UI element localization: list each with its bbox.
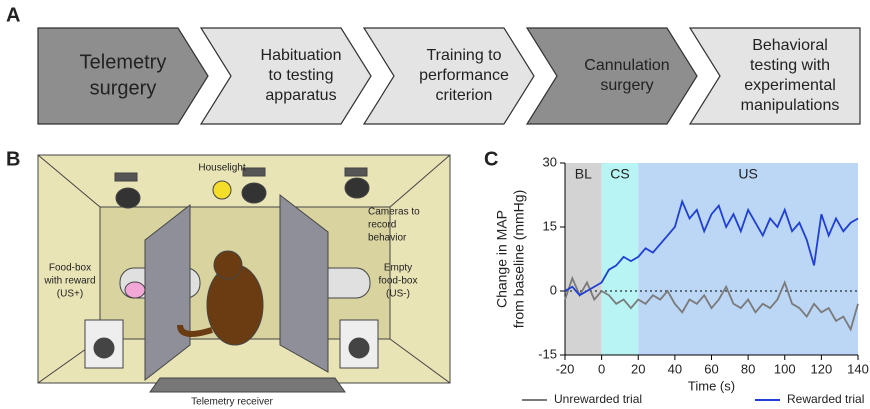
legend-label: Rewarded trial [787,392,864,406]
x-tick-label: 60 [704,361,718,376]
step-text: criterion [436,87,493,104]
phase-label: US [738,166,757,182]
step-text: to testing [269,67,334,84]
x-tick-label: 100 [774,361,796,376]
step-text: experimental [744,77,836,94]
x-axis-label: Time (s) [688,378,735,393]
step-text: surgery [600,77,653,94]
diagram-label: Empty [384,263,412,274]
y-axis-label: Change in MAP [494,210,510,308]
x-tick-label: 0 [598,361,605,376]
panel-label: A [6,4,20,26]
panel-label: C [484,148,498,170]
step-chevron [38,28,208,124]
diagram-label: behavior [368,233,407,244]
phase-label: BL [575,166,592,182]
step-chevron [527,28,697,124]
step-text: surgery [90,77,157,99]
phase-band [602,163,639,355]
step-text: Habituation [261,47,342,64]
diagram-label: Cameras to [368,207,420,218]
receiver-label: Telemetry receiver [191,397,273,408]
houselight-label: Houselight [198,163,245,174]
phase-band [638,163,858,355]
y-tick-label: -15 [538,346,557,361]
diagram-label: with reward [43,276,95,287]
legend-label: Unrewarded trial [554,392,642,406]
x-tick-label: 120 [811,361,833,376]
step-text: Training to [427,47,502,64]
phase-label: CS [610,166,629,182]
step-text: Behavioral [752,37,828,54]
diagram-label: record [368,220,396,231]
diagram-label: (US+) [57,289,83,300]
step-text: Cannulation [584,57,669,74]
panel-label: B [6,148,20,170]
y-tick-label: 15 [543,218,557,233]
x-tick-label: 140 [847,361,869,376]
diagram-label: Food-box [49,263,91,274]
y-tick-label: 30 [543,154,557,169]
step-text: Telemetry [80,51,167,73]
figure: A B C Houselight Telemetry receiver Tele… [0,0,870,409]
step-text: performance [419,67,509,84]
diagram-label: (US-) [386,289,410,300]
x-tick-label: 80 [741,361,755,376]
diagram-label: food-box [379,276,418,287]
y-tick-label: 0 [550,282,557,297]
y-axis-label: from baseline (mmHg) [511,190,527,328]
x-tick-label: 40 [668,361,682,376]
step-text: manipulations [741,97,840,114]
phase-band [565,163,602,355]
step-text: testing with [750,57,830,74]
x-tick-label: 20 [631,361,645,376]
step-text: apparatus [265,87,336,104]
x-tick-label: -20 [556,361,575,376]
